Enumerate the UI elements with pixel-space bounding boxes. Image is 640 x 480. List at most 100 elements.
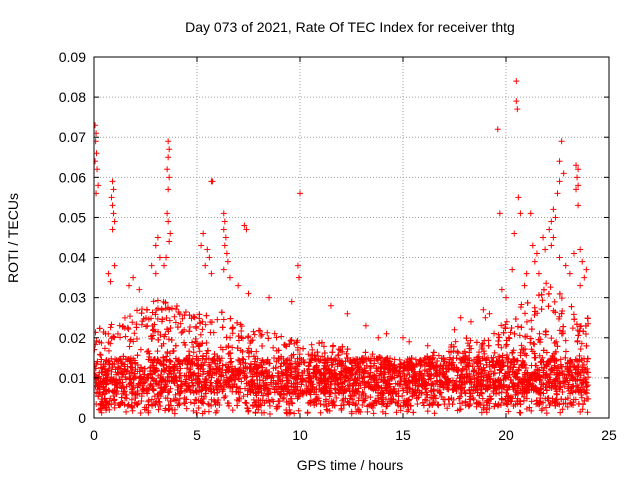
data-point	[173, 306, 180, 313]
data-point	[121, 401, 128, 408]
data-point	[490, 388, 497, 395]
data-point	[456, 375, 463, 382]
data-point	[573, 186, 580, 193]
data-point	[99, 369, 106, 376]
data-point	[527, 339, 534, 346]
data-point	[574, 338, 581, 345]
data-point	[226, 274, 233, 281]
data-point	[111, 387, 118, 394]
data-point	[413, 361, 420, 368]
data-point	[281, 383, 288, 390]
data-point	[139, 386, 146, 393]
data-point	[290, 351, 297, 358]
data-point	[556, 313, 563, 320]
data-point	[523, 387, 530, 394]
data-point	[574, 387, 581, 394]
data-point	[375, 379, 382, 386]
data-point	[542, 246, 549, 253]
data-point	[363, 362, 370, 369]
data-point	[401, 372, 408, 379]
data-point	[453, 377, 460, 384]
data-point	[193, 409, 200, 416]
data-point	[273, 334, 280, 341]
data-point	[152, 400, 159, 407]
data-point	[487, 375, 494, 382]
data-point	[560, 323, 567, 330]
data-point	[384, 403, 391, 410]
data-point	[164, 326, 171, 333]
data-point	[229, 325, 236, 332]
data-point	[255, 388, 262, 395]
data-point	[528, 326, 535, 333]
data-point	[505, 368, 512, 375]
data-point	[101, 368, 108, 375]
data-point	[176, 311, 183, 318]
data-point	[311, 386, 318, 393]
data-point	[361, 369, 368, 376]
data-point	[225, 350, 232, 357]
data-point	[434, 366, 441, 373]
data-point	[177, 365, 184, 372]
data-point	[561, 383, 568, 390]
data-point	[365, 383, 372, 390]
x-tick-label: 10	[292, 427, 308, 443]
data-point	[480, 306, 487, 313]
data-point	[429, 380, 436, 387]
data-point	[183, 365, 190, 372]
data-point	[129, 385, 136, 392]
data-point	[111, 218, 118, 225]
data-point	[151, 356, 158, 363]
data-point	[575, 202, 582, 209]
data-point	[508, 324, 515, 331]
data-point	[498, 344, 505, 351]
data-point	[522, 310, 529, 317]
data-point	[174, 324, 181, 331]
data-point	[316, 358, 323, 365]
data-point	[498, 389, 505, 396]
data-point	[487, 396, 494, 403]
data-point	[330, 342, 337, 349]
data-point	[375, 389, 382, 396]
data-point	[478, 343, 485, 350]
data-point	[528, 398, 535, 405]
data-point	[160, 361, 167, 368]
data-point	[413, 395, 420, 402]
data-point	[186, 312, 193, 319]
data-point	[477, 360, 484, 367]
data-point	[255, 364, 262, 371]
data-point	[193, 389, 200, 396]
data-point	[467, 318, 474, 325]
data-point	[551, 362, 558, 369]
data-point	[374, 395, 381, 402]
data-point	[100, 328, 107, 335]
data-point	[533, 250, 540, 257]
data-point	[483, 361, 490, 368]
data-point	[205, 400, 212, 407]
data-point	[172, 391, 179, 398]
data-point	[373, 365, 380, 372]
data-point	[294, 395, 301, 402]
data-point	[258, 331, 265, 338]
data-point	[489, 379, 496, 386]
data-point	[517, 304, 524, 311]
data-point	[524, 377, 531, 384]
data-point	[339, 383, 346, 390]
data-point	[278, 368, 285, 375]
data-point	[121, 388, 128, 395]
data-point	[313, 356, 320, 363]
data-point	[123, 368, 130, 375]
data-point	[478, 409, 485, 416]
data-point	[145, 356, 152, 363]
data-point	[408, 359, 415, 366]
data-point	[566, 368, 573, 375]
data-point	[150, 387, 157, 394]
data-point	[316, 380, 323, 387]
data-point	[300, 376, 307, 383]
data-point	[385, 390, 392, 397]
data-point	[232, 388, 239, 395]
data-point	[222, 234, 229, 241]
data-point	[447, 349, 454, 356]
data-point	[348, 408, 355, 415]
data-point	[483, 409, 490, 416]
data-point	[273, 386, 280, 393]
